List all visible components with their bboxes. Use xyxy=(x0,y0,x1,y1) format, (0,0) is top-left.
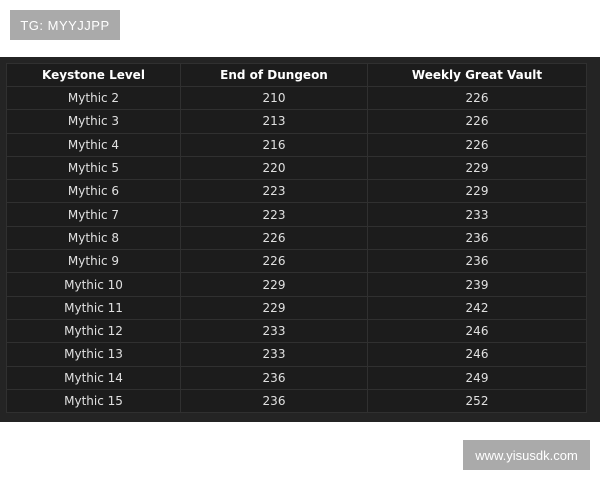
watermark-tg: TG: MYYJJPP xyxy=(10,10,120,40)
end-of-dungeon-cell: 236 xyxy=(180,388,368,414)
weekly-great-vault-cell: 236 xyxy=(367,225,587,251)
weekly-great-vault-cell: 233 xyxy=(367,202,587,227)
weekly-great-vault-cell: 246 xyxy=(367,318,587,344)
watermark-url: www.yisusdk.com xyxy=(463,440,590,470)
table-row: Mythic 9 226 236 xyxy=(6,249,587,274)
weekly-great-vault-cell: 229 xyxy=(367,179,587,204)
keystone-level-cell: Mythic 12 xyxy=(6,318,181,344)
weekly-great-vault-cell: 246 xyxy=(367,342,587,367)
header-keystone-level: Keystone Level xyxy=(6,63,181,87)
table-row: Mythic 6 223 229 xyxy=(6,179,587,204)
weekly-great-vault-cell: 239 xyxy=(367,272,587,297)
table-row: Mythic 10 229 239 xyxy=(6,272,587,297)
end-of-dungeon-cell: 220 xyxy=(180,155,368,181)
keystone-level-cell: Mythic 6 xyxy=(6,179,181,204)
table-row: Mythic 2 210 226 xyxy=(6,85,587,111)
weekly-great-vault-cell: 252 xyxy=(367,388,587,414)
keystone-level-cell: Mythic 9 xyxy=(6,249,181,274)
weekly-great-vault-cell: 236 xyxy=(367,249,587,274)
end-of-dungeon-cell: 236 xyxy=(180,365,368,390)
table-row: Mythic 5 220 229 xyxy=(6,155,587,181)
end-of-dungeon-cell: 223 xyxy=(180,202,368,227)
keystone-level-cell: Mythic 4 xyxy=(6,132,181,157)
table-row: Mythic 15 236 252 xyxy=(6,388,587,414)
header-end-of-dungeon: End of Dungeon xyxy=(180,63,368,87)
keystone-level-cell: Mythic 15 xyxy=(6,388,181,414)
keystone-level-cell: Mythic 13 xyxy=(6,342,181,367)
table-row: Mythic 8 226 236 xyxy=(6,225,587,251)
table-header-row: Keystone Level End of Dungeon Weekly Gre… xyxy=(6,63,587,87)
weekly-great-vault-cell: 226 xyxy=(367,85,587,111)
end-of-dungeon-cell: 229 xyxy=(180,272,368,297)
table-row: Mythic 13 233 246 xyxy=(6,342,587,367)
table-panel: Keystone Level End of Dungeon Weekly Gre… xyxy=(0,57,600,422)
weekly-great-vault-cell: 229 xyxy=(367,155,587,181)
keystone-level-cell: Mythic 3 xyxy=(6,109,181,134)
table-row: Mythic 11 229 242 xyxy=(6,295,587,320)
weekly-great-vault-cell: 249 xyxy=(367,365,587,390)
end-of-dungeon-cell: 226 xyxy=(180,249,368,274)
end-of-dungeon-cell: 233 xyxy=(180,342,368,367)
weekly-great-vault-cell: 242 xyxy=(367,295,587,320)
keystone-level-cell: Mythic 2 xyxy=(6,85,181,111)
header-weekly-great-vault: Weekly Great Vault xyxy=(367,63,587,87)
end-of-dungeon-cell: 229 xyxy=(180,295,368,320)
weekly-great-vault-cell: 226 xyxy=(367,132,587,157)
table-row: Mythic 3 213 226 xyxy=(6,109,587,134)
keystone-level-cell: Mythic 5 xyxy=(6,155,181,181)
keystone-level-cell: Mythic 10 xyxy=(6,272,181,297)
keystone-level-cell: Mythic 7 xyxy=(6,202,181,227)
end-of-dungeon-cell: 216 xyxy=(180,132,368,157)
table-row: Mythic 14 236 249 xyxy=(6,365,587,390)
keystone-level-cell: Mythic 14 xyxy=(6,365,181,390)
table-row: Mythic 12 233 246 xyxy=(6,318,587,344)
end-of-dungeon-cell: 233 xyxy=(180,318,368,344)
end-of-dungeon-cell: 213 xyxy=(180,109,368,134)
end-of-dungeon-cell: 226 xyxy=(180,225,368,251)
table-row: Mythic 4 216 226 xyxy=(6,132,587,157)
keystone-rewards-table: Keystone Level End of Dungeon Weekly Gre… xyxy=(6,63,587,414)
end-of-dungeon-cell: 210 xyxy=(180,85,368,111)
keystone-level-cell: Mythic 11 xyxy=(6,295,181,320)
end-of-dungeon-cell: 223 xyxy=(180,179,368,204)
weekly-great-vault-cell: 226 xyxy=(367,109,587,134)
table-row: Mythic 7 223 233 xyxy=(6,202,587,227)
keystone-level-cell: Mythic 8 xyxy=(6,225,181,251)
